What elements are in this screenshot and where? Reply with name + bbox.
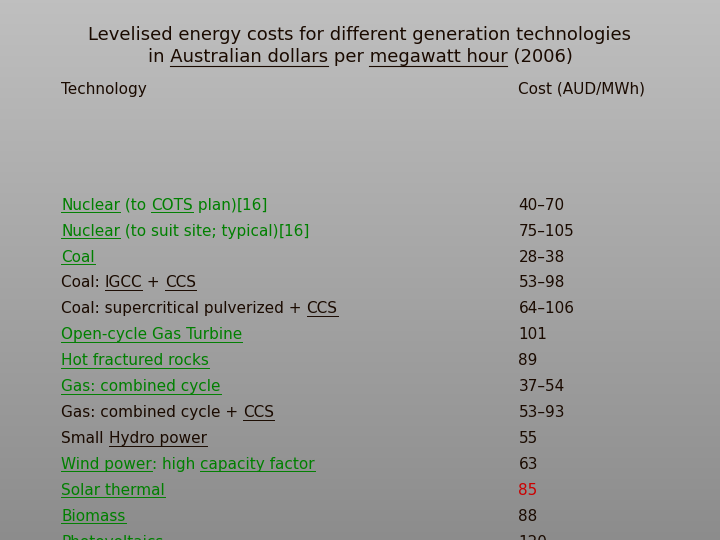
Text: Nuclear: Nuclear (61, 224, 120, 239)
Text: (to suit site; typical): (to suit site; typical) (120, 224, 279, 239)
Text: Technology: Technology (61, 82, 147, 97)
Text: 63: 63 (518, 457, 538, 472)
Text: 120: 120 (518, 535, 547, 540)
Text: CCS: CCS (307, 301, 338, 316)
Text: 55: 55 (518, 431, 538, 446)
Text: 85: 85 (518, 483, 538, 498)
Text: 37–54: 37–54 (518, 379, 564, 394)
Text: capacity factor: capacity factor (200, 457, 315, 472)
Text: Levelised energy costs for different generation technologies: Levelised energy costs for different gen… (89, 26, 631, 44)
Text: Coal:: Coal: (61, 275, 105, 291)
Text: in Australian dollars per megawatt hour (2006): in Australian dollars per megawatt hour … (148, 48, 572, 66)
Text: Coal: supercritical pulverized +: Coal: supercritical pulverized + (61, 301, 307, 316)
Text: 28–38: 28–38 (518, 249, 564, 265)
Text: Gas: combined cycle: Gas: combined cycle (61, 379, 221, 394)
Text: 75–105: 75–105 (518, 224, 574, 239)
Text: [16]: [16] (279, 224, 310, 239)
Text: Nuclear: Nuclear (61, 198, 120, 213)
Text: Gas: combined cycle +: Gas: combined cycle + (61, 405, 243, 420)
Text: Wind power: Wind power (61, 457, 152, 472)
Text: plan): plan) (193, 198, 237, 213)
Text: Photovoltaics: Photovoltaics (61, 535, 163, 540)
Text: Hydro power: Hydro power (109, 431, 207, 446)
Text: 89: 89 (518, 353, 538, 368)
Text: Open-cycle Gas Turbine: Open-cycle Gas Turbine (61, 327, 243, 342)
Text: IGCC: IGCC (105, 275, 143, 291)
Text: 53–93: 53–93 (518, 405, 565, 420)
Text: Hot fractured rocks: Hot fractured rocks (61, 353, 209, 368)
Text: Small: Small (61, 431, 109, 446)
Text: 40–70: 40–70 (518, 198, 564, 213)
Text: : high: : high (152, 457, 200, 472)
Text: +: + (143, 275, 165, 291)
Text: CCS: CCS (165, 275, 196, 291)
Text: Cost (AUD/MWh): Cost (AUD/MWh) (518, 82, 645, 97)
Text: COTS: COTS (151, 198, 193, 213)
Text: Solar thermal: Solar thermal (61, 483, 165, 498)
Text: [16]: [16] (237, 198, 268, 213)
Text: 53–98: 53–98 (518, 275, 564, 291)
Text: CCS: CCS (243, 405, 274, 420)
Text: (to: (to (120, 198, 151, 213)
Text: 64–106: 64–106 (518, 301, 575, 316)
Text: 88: 88 (518, 509, 538, 524)
Text: Biomass: Biomass (61, 509, 125, 524)
Text: Coal: Coal (61, 249, 95, 265)
Text: 101: 101 (518, 327, 547, 342)
